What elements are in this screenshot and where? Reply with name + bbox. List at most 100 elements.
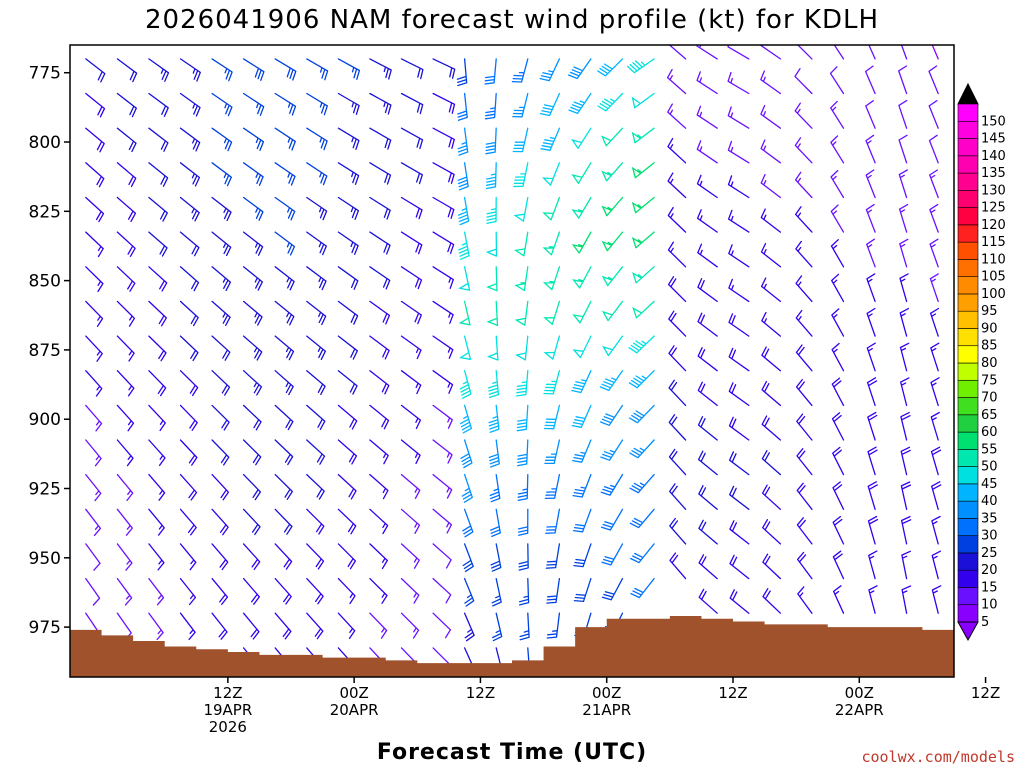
wind-barb: [432, 473, 453, 499]
wind-barb: [85, 196, 105, 223]
wind-barb: [697, 312, 718, 337]
wind-barb: [148, 58, 170, 82]
wind-barb: [242, 404, 262, 431]
colorbar-label: 140: [981, 149, 1006, 164]
wind-barb: [546, 612, 561, 639]
wind-barb: [517, 439, 529, 467]
wind-barb: [116, 508, 133, 536]
wind-barb: [489, 473, 501, 503]
wind-barb: [211, 300, 231, 326]
wind-barb: [116, 370, 135, 397]
wind-barb: [369, 335, 390, 360]
wind-barb: [868, 585, 878, 614]
colorbar-label: 40: [981, 494, 998, 509]
colorbar-swatch: [957, 224, 979, 243]
y-tick-label: 950: [29, 549, 61, 569]
colorbar-swatch: [957, 431, 979, 450]
wind-barb: [794, 102, 813, 129]
wind-barb: [488, 370, 500, 399]
wind-barb: [795, 240, 813, 268]
wind-barb: [337, 196, 360, 220]
colorbar-label: 115: [981, 235, 1006, 250]
wind-barb: [432, 439, 453, 464]
wind-barb: [369, 231, 391, 255]
wind-barb: [211, 231, 232, 257]
wind-barb: [400, 196, 423, 220]
wind-barb: [369, 196, 391, 220]
wind-barb: [211, 58, 233, 82]
wind-barb: [729, 520, 750, 545]
wind-barb: [796, 45, 813, 60]
wind-barb: [930, 377, 940, 407]
wind-barb: [369, 612, 388, 639]
wind-barb: [211, 612, 228, 640]
wind-barb: [369, 370, 390, 395]
colorbar-label: 130: [981, 183, 1006, 198]
wind-barb: [545, 508, 561, 534]
colorbar-swatch: [957, 207, 979, 226]
wind-barb: [242, 335, 263, 361]
wind-barb: [369, 300, 391, 325]
wind-barb: [795, 378, 813, 407]
wind-barb: [369, 577, 388, 604]
wind-barb: [629, 508, 655, 529]
wind-barb: [179, 231, 200, 257]
wind-barb: [242, 370, 263, 396]
wind-barb: [697, 450, 718, 476]
wind-barb: [179, 162, 201, 187]
colorbar-label: 105: [981, 270, 1006, 285]
y-tick-label: 900: [29, 410, 61, 430]
colorbar-label: 10: [981, 598, 998, 613]
wind-barb: [274, 92, 297, 116]
wind-barb: [148, 92, 169, 117]
wind-barb: [274, 612, 292, 640]
credit-link[interactable]: coolwx.com/models: [861, 748, 1015, 766]
wind-barb: [795, 206, 813, 233]
wind-barb: [432, 508, 453, 534]
wind-barb: [242, 543, 261, 570]
wind-barb: [628, 335, 655, 354]
wind-barb: [459, 404, 473, 434]
wind-barb: [761, 484, 782, 510]
colorbar-label: 70: [981, 391, 998, 406]
wind-barb: [116, 127, 137, 153]
wind-barb: [116, 543, 133, 571]
wind-barb: [512, 127, 529, 153]
wind-barb: [116, 473, 134, 502]
wind-barb: [899, 273, 909, 303]
wind-barb: [797, 586, 813, 614]
wind-barb: [274, 231, 296, 256]
wind-barb: [697, 278, 718, 303]
x-axis-label: Forecast Time (UTC): [377, 740, 647, 765]
wind-barb: [432, 162, 455, 184]
wind-barb: [762, 553, 782, 580]
y-tick-label: 975: [29, 618, 61, 638]
wind-barb: [572, 335, 592, 359]
wind-barb: [148, 439, 166, 467]
terrain-group: [70, 616, 954, 677]
wind-barb: [306, 370, 326, 396]
wind-barb: [211, 370, 231, 396]
wind-barb: [761, 311, 782, 337]
colorbar-swatch: [957, 587, 979, 606]
wind-barb: [400, 266, 423, 290]
wind-barb: [337, 577, 356, 605]
wind-barb: [631, 92, 655, 109]
wind-barb: [148, 231, 168, 257]
wind-barb: [667, 241, 687, 268]
wind-barb: [898, 134, 908, 164]
wind-barb: [928, 65, 939, 95]
wind-barb: [85, 92, 106, 118]
chart-title: 2026041906 NAM forecast wind profile (kt…: [145, 5, 879, 35]
wind-barb: [540, 127, 561, 151]
wind-barb: [211, 508, 229, 536]
y-axis: 775 800 825 850 875 900 925 950 975: [29, 64, 70, 638]
wind-barb: [899, 238, 909, 268]
wind-barb: [929, 273, 939, 303]
colorbar-swatch: [957, 449, 979, 467]
wind-barb: [432, 577, 452, 604]
wind-barb: [116, 58, 138, 83]
wind-barb: [400, 439, 421, 465]
wind-barb: [760, 70, 782, 95]
wind-barb: [306, 58, 329, 81]
